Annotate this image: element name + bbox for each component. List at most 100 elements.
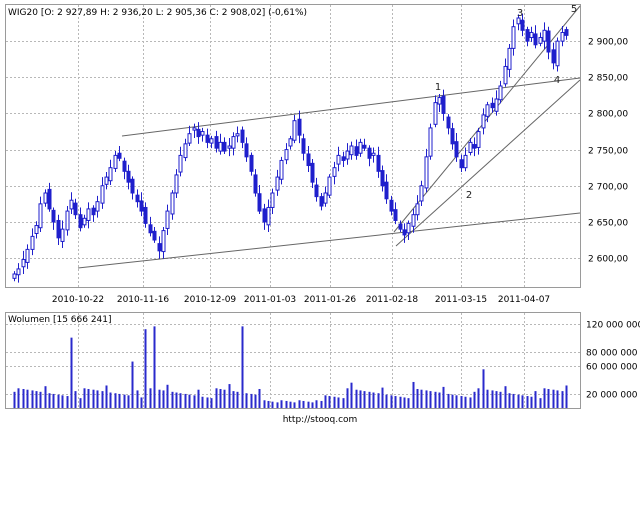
- candle-body: [555, 40, 560, 67]
- candle-body: [135, 194, 140, 203]
- candle-body: [157, 243, 162, 252]
- candle-body: [187, 133, 192, 144]
- wave-label: 4: [554, 75, 560, 86]
- volume-y-tick-label: 60 000 000: [586, 363, 638, 373]
- price-panel: 2 600,00 2 650,00 2 700,00 2 750,00 2 800,00…: [5, 4, 628, 305]
- candle-body: [354, 146, 359, 156]
- price-gridlines: [6, 5, 580, 287]
- candle-body: [319, 196, 324, 207]
- candle-body: [148, 224, 153, 234]
- price-x-tick-label: 2011-03-15: [435, 295, 487, 305]
- candle-body: [47, 188, 52, 210]
- candle-body: [481, 114, 486, 129]
- candle-body: [117, 152, 122, 159]
- candle-body: [165, 210, 170, 229]
- candle-body: [288, 138, 293, 147]
- candle-body: [450, 128, 455, 145]
- candle-body: [240, 129, 245, 143]
- candle-body: [170, 192, 175, 215]
- candle-body: [424, 156, 429, 189]
- candle-body: [143, 206, 148, 224]
- candle-body: [122, 160, 127, 172]
- candle-body: [419, 185, 424, 202]
- candle-body: [86, 208, 91, 221]
- trend-line: [77, 212, 581, 269]
- candle-body: [284, 149, 289, 161]
- price-y-tick-label: 2 600,00: [588, 255, 628, 265]
- candle-body: [310, 162, 315, 183]
- candle-body: [78, 214, 83, 229]
- candle-body: [463, 154, 468, 169]
- candle-body: [511, 26, 516, 49]
- candle-body: [380, 170, 385, 187]
- candle-body: [546, 30, 551, 53]
- candle-body: [485, 104, 490, 117]
- candle-body: [12, 273, 17, 279]
- candle-body: [332, 167, 337, 177]
- price-x-tick-label: 2010-11-16: [117, 295, 170, 305]
- candle-body: [152, 230, 157, 241]
- candle-body: [82, 217, 87, 226]
- candle-body: [503, 65, 508, 85]
- candle-body: [25, 248, 30, 263]
- candle-body: [161, 230, 166, 253]
- candle-body: [345, 150, 350, 160]
- candle-body: [113, 154, 118, 169]
- candle-body: [108, 167, 113, 182]
- candle-body: [139, 200, 144, 212]
- candle-body: [196, 128, 201, 138]
- volume-y-tick-label: 80 000 000: [586, 349, 638, 359]
- candle-body: [476, 131, 481, 148]
- candle-body: [100, 185, 105, 204]
- price-y-tick-label: 2 900,00: [588, 38, 628, 48]
- candle-body: [51, 209, 56, 223]
- candle-body: [95, 201, 100, 212]
- candle-body: [349, 145, 354, 156]
- candle-body: [367, 147, 372, 159]
- candle-body: [538, 37, 543, 44]
- candle-body: [21, 259, 26, 268]
- candle-body: [174, 174, 179, 194]
- candle-body: [279, 159, 284, 180]
- candle-body: [542, 29, 547, 42]
- candle-body: [516, 17, 521, 25]
- candle-body: [384, 181, 389, 200]
- candle-body: [306, 153, 311, 167]
- candle-body: [56, 219, 61, 239]
- candle-body: [222, 141, 227, 152]
- price-y-tick-label: 2 650,00: [588, 219, 628, 229]
- candle-body: [525, 29, 530, 42]
- source-link[interactable]: http://stooq.com: [283, 415, 358, 425]
- volume-bars: [13, 326, 568, 408]
- candle-body: [437, 97, 442, 105]
- candle-body: [551, 49, 556, 64]
- volume-y-tick-labels: 20 000 000 60 000 000 80 000 000 120 000 00…: [586, 321, 640, 401]
- candle-body: [327, 176, 332, 196]
- candle-body: [209, 138, 214, 144]
- candle-body: [257, 193, 262, 212]
- candle-body: [297, 118, 302, 136]
- candle-body: [560, 31, 565, 42]
- price-y-tick-labels: 2 600,00 2 650,00 2 700,00 2 750,00 2 800,00…: [588, 38, 628, 265]
- candle-body: [104, 176, 109, 185]
- price-x-tick-label: 2011-01-26: [304, 295, 357, 305]
- candle-body: [428, 127, 433, 157]
- price-x-tick-label: 2011-01-03: [244, 295, 296, 305]
- candle-body: [16, 268, 21, 276]
- candle-body: [433, 102, 438, 125]
- candle-body: [73, 202, 78, 216]
- candle-body: [529, 31, 534, 39]
- candle-body: [341, 156, 346, 161]
- candle-body: [275, 176, 280, 191]
- candle-body: [507, 47, 512, 70]
- candle-body: [249, 154, 254, 172]
- candle-body: [468, 141, 473, 154]
- candle-body: [336, 154, 341, 165]
- candle-body: [130, 178, 135, 194]
- candle-body: [192, 127, 197, 131]
- candle-body: [415, 203, 420, 216]
- candle-body: [34, 225, 39, 234]
- candle-body: [490, 102, 495, 109]
- candle-body: [371, 152, 376, 156]
